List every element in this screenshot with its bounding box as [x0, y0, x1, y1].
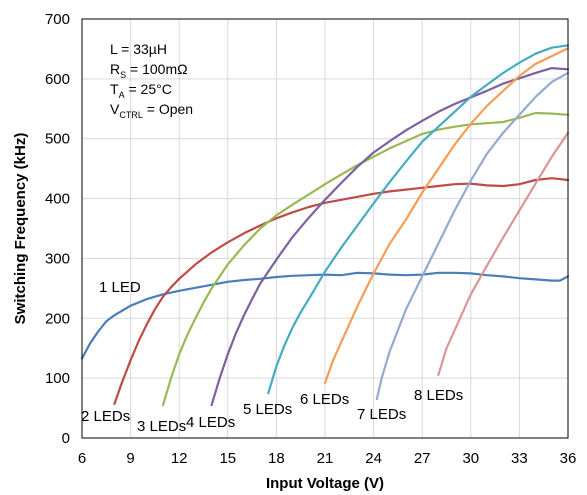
series-label-7: 7 LEDs	[357, 406, 406, 423]
y-tick-label: 200	[45, 310, 70, 327]
series-labels: 1 LED 2 LEDs 3 LEDs 4 LEDs 5 LEDs 6 LEDs 7 LED…	[81, 279, 463, 435]
y-tick-label: 600	[45, 71, 70, 88]
series-line-7	[375, 71, 570, 401]
series-label-8: 8 LEDs	[414, 387, 463, 404]
series-layer	[80, 44, 570, 407]
plot-frame	[81, 18, 569, 439]
y-axis-label: Switching Frequency (kHz)	[12, 133, 29, 325]
x-axis-label: Input Voltage (V)	[266, 475, 384, 492]
series-label-5: 5 LEDs	[243, 401, 292, 418]
x-tick-label: 18	[268, 450, 285, 467]
series-line-4	[210, 67, 570, 407]
x-tick-label: 15	[219, 450, 236, 467]
y-tick-label: 0	[62, 430, 70, 447]
x-tick-labels: 6 9 12 15 18 21 24 27 30 33 36	[78, 450, 577, 467]
condition-line: L = 33µH	[110, 41, 167, 57]
series-line-2	[113, 177, 570, 405]
x-tick-label: 21	[317, 450, 334, 467]
y-tick-label: 700	[45, 11, 70, 28]
series-label-2: 2 LEDs	[81, 408, 130, 425]
x-tick-label: 36	[560, 450, 577, 467]
x-tick-label: 33	[511, 450, 528, 467]
series-label-4: 4 LEDs	[186, 414, 235, 431]
condition-line: RS = 100mΩ	[110, 61, 188, 80]
condition-line: VCTRL = Open	[110, 101, 193, 120]
series-line-1	[80, 271, 570, 360]
series-label-1: 1 LED	[99, 279, 141, 296]
series-label-6: 6 LEDs	[300, 391, 349, 408]
y-tick-labels: 0 100 200 300 400 500 600 700	[45, 11, 70, 447]
series-line-8	[437, 131, 570, 377]
series-line-3	[161, 111, 570, 407]
y-tick-label: 400	[45, 191, 70, 208]
x-tick-label: 9	[126, 450, 134, 467]
y-tick-label: 500	[45, 131, 70, 148]
series-line-5	[267, 44, 570, 395]
series-line-6	[323, 47, 570, 384]
x-tick-label: 12	[171, 450, 188, 467]
series-label-3: 3 LEDs	[137, 418, 186, 435]
x-tick-label: 30	[462, 450, 479, 467]
x-tick-label: 24	[365, 450, 382, 467]
y-tick-label: 100	[45, 370, 70, 387]
condition-line: TA = 25°C	[110, 81, 172, 100]
x-tick-label: 6	[78, 450, 86, 467]
y-tick-label: 300	[45, 250, 70, 267]
x-tick-label: 27	[414, 450, 431, 467]
